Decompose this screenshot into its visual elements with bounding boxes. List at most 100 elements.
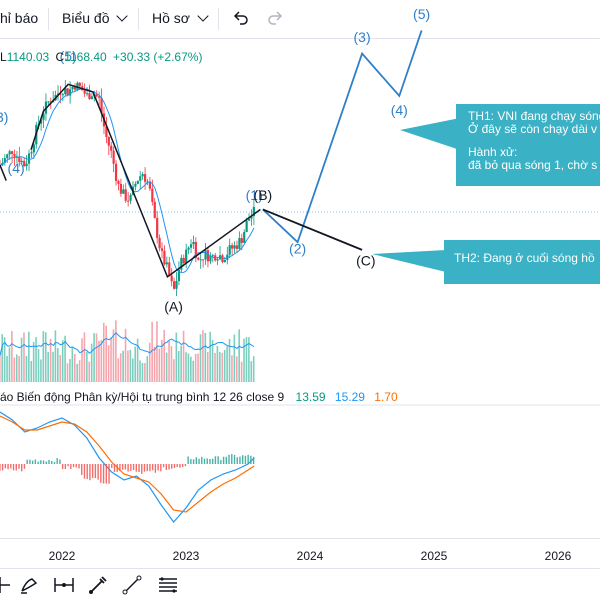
fib-retracement-icon[interactable] xyxy=(156,573,180,597)
scenario-th2-path xyxy=(262,208,363,251)
macd-histogram-bar xyxy=(143,464,146,472)
candle-body xyxy=(143,174,147,182)
pen-icon[interactable] xyxy=(86,573,110,597)
macd-histogram-bar xyxy=(160,464,162,472)
candle-body xyxy=(206,250,210,262)
volume-bar xyxy=(163,329,166,382)
toolbar-divider xyxy=(48,8,49,30)
toolbar-divider xyxy=(138,8,139,30)
macd-histogram-bar xyxy=(64,464,67,470)
price-chart[interactable]: (5) (4) (A) (1)(B) (2) (3) (4) (5) (C) 3) xyxy=(0,0,600,568)
macd-histogram-bar xyxy=(176,464,178,467)
macd-histogram-bar xyxy=(37,461,39,464)
macd-histogram-bar xyxy=(81,464,83,475)
candle-body xyxy=(98,96,101,98)
volume-bar xyxy=(250,361,253,382)
volume-bar xyxy=(8,347,11,382)
candle-body xyxy=(192,241,195,245)
macd-histogram-bar xyxy=(165,464,168,470)
volume-bar xyxy=(124,328,127,382)
macd-histogram-bar xyxy=(206,458,208,464)
candle-body xyxy=(78,82,81,87)
volume-bar xyxy=(37,349,40,382)
macd-histogram-bar xyxy=(119,464,121,472)
volume-bar xyxy=(18,356,20,382)
volume-bar xyxy=(6,356,8,382)
redo-icon[interactable] xyxy=(266,9,284,27)
volume-bar xyxy=(148,342,151,382)
macd-histogram-bar xyxy=(225,456,228,464)
macd-histogram-bar xyxy=(12,464,15,471)
macd-histogram-bar xyxy=(56,458,58,464)
ruler-icon[interactable] xyxy=(0,573,18,597)
measure-icon[interactable] xyxy=(52,573,76,597)
callout-th1[interactable]: TH1: VNI đang chạy sóng Ở đây sẽ còn chạ… xyxy=(456,104,600,186)
volume-bar xyxy=(40,359,42,382)
macd-histogram-bar xyxy=(173,464,176,468)
volume-bar xyxy=(228,338,231,382)
callout-th1-line1: TH1: VNI đang chạy sóng xyxy=(468,109,600,123)
volume-bar xyxy=(64,335,66,382)
volume-bar xyxy=(110,337,112,382)
candle-body xyxy=(209,255,212,262)
volume-bar xyxy=(144,363,146,382)
candle-body xyxy=(6,154,9,159)
macd-histogram-bar xyxy=(244,455,247,464)
volume-bar xyxy=(57,348,59,382)
volume-bar xyxy=(71,347,74,382)
low-value: 1140.03 xyxy=(6,50,50,64)
volume-bar xyxy=(238,329,240,382)
macd-histogram-bar xyxy=(70,464,72,470)
macd-histogram-bar xyxy=(149,464,151,472)
macd-histogram-bar xyxy=(203,458,206,464)
wave-labels: (5) (4) (A) (1)(B) (2) (3) (4) (5) (C) 3) xyxy=(0,6,430,315)
macd-histogram-bar xyxy=(40,460,42,464)
low-key: L xyxy=(0,50,7,64)
volume-bar xyxy=(76,363,78,382)
macd-histogram-bar xyxy=(0,464,1,471)
time-axis[interactable]: 2022 2023 2024 2025 2026 xyxy=(0,538,600,569)
candle-body xyxy=(136,180,139,184)
candle-body xyxy=(32,144,35,153)
alerts-button[interactable]: hỉ báo xyxy=(0,10,39,26)
candle-body xyxy=(83,90,86,94)
volume-bar xyxy=(177,351,180,382)
candle-body xyxy=(175,280,178,289)
chart-menu-button[interactable]: Biểu đồ xyxy=(62,10,129,26)
candle-body xyxy=(23,160,26,167)
volume-bar xyxy=(245,337,248,382)
close-key: C xyxy=(55,50,65,64)
macd-histogram-bar xyxy=(124,464,127,470)
volume-bar xyxy=(211,339,214,382)
candle-body xyxy=(182,257,185,264)
callout-th1-line2: Ở đây sẽ còn chạy dài v xyxy=(468,122,598,136)
candle-body xyxy=(240,238,243,243)
volume-bar xyxy=(25,355,28,382)
brush-icon[interactable] xyxy=(18,573,42,597)
volume-bar xyxy=(88,361,91,382)
candle-body xyxy=(88,93,91,100)
macd-histogram-bar xyxy=(89,464,91,481)
undo-icon[interactable] xyxy=(232,9,250,27)
macd-histogram-bar xyxy=(10,464,12,469)
candle-body xyxy=(42,113,45,120)
candle-body xyxy=(30,152,33,154)
wave-lines xyxy=(0,30,600,279)
macd-histogram-bar xyxy=(184,464,187,467)
callout-th2[interactable]: TH2: Đang ở cuối sóng hồ xyxy=(444,240,600,284)
volume-bar xyxy=(226,346,228,382)
candle-body xyxy=(233,245,236,249)
macd-histogram-bar xyxy=(91,464,94,478)
callout-th1-line4: đã bỏ qua sóng 1, chờ s xyxy=(468,158,598,172)
profile-menu-button[interactable]: Hồ sơ xyxy=(152,10,209,26)
volume-bar xyxy=(86,351,88,382)
trend-line-icon[interactable] xyxy=(120,573,144,597)
callout-th2-text: TH2: Đang ở cuối sóng hồ xyxy=(454,251,595,265)
macd-histogram-bar xyxy=(72,464,75,468)
volume-bar xyxy=(78,360,81,382)
macd-histogram-bar xyxy=(1,464,4,471)
candle-body xyxy=(197,257,200,260)
macd-histogram-bar xyxy=(111,464,113,469)
scenario-th1-label: (5) xyxy=(413,6,430,22)
macd-histogram-bar xyxy=(113,464,116,472)
